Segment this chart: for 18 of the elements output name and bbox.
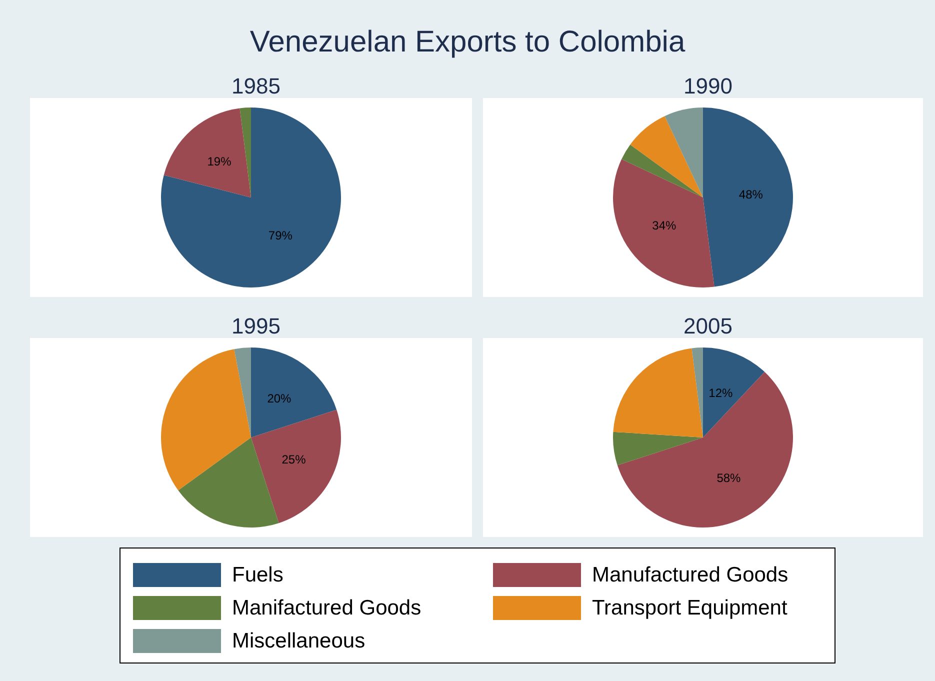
chart-title: 1990 xyxy=(684,74,732,98)
legend-label: Miscellaneous xyxy=(232,630,366,652)
chart-title: 1995 xyxy=(232,314,280,338)
chart-title: 1985 xyxy=(232,74,280,98)
data-label: 19% xyxy=(207,154,232,168)
data-label: 20% xyxy=(267,392,292,406)
legend-label: Manufactured Goods xyxy=(592,564,788,586)
chart-title: 2005 xyxy=(684,314,732,338)
data-label: 12% xyxy=(708,386,733,400)
data-label: 58% xyxy=(716,471,742,486)
text: Venezuelan Exports to Colombia xyxy=(250,26,686,58)
legend-label: Manifactured Goods xyxy=(232,596,422,620)
data-label: 34% xyxy=(652,218,676,233)
data-label: 25% xyxy=(282,452,306,466)
legend-label: Fuels xyxy=(232,564,284,586)
data-label: 48% xyxy=(738,187,764,202)
data-label: 79% xyxy=(268,228,293,242)
legend-label: Transport Equipment xyxy=(592,596,788,620)
